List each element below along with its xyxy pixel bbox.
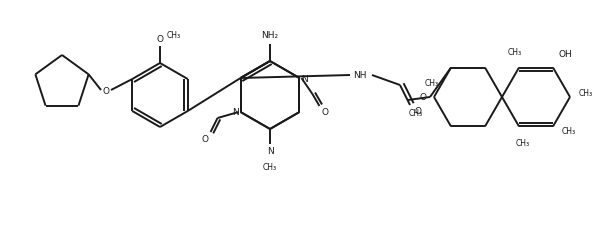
Text: O: O <box>322 108 329 117</box>
Text: CH₃: CH₃ <box>516 138 530 147</box>
Text: CH₃: CH₃ <box>409 109 423 118</box>
Text: O: O <box>201 134 208 143</box>
Text: NH₂: NH₂ <box>261 31 279 40</box>
Text: O: O <box>415 107 422 116</box>
Text: O: O <box>419 93 426 102</box>
Text: OH: OH <box>558 50 572 59</box>
Text: N: N <box>232 108 239 117</box>
Text: CH₃: CH₃ <box>562 126 576 135</box>
Text: CH₃: CH₃ <box>579 89 593 98</box>
Text: N: N <box>301 74 308 83</box>
Text: CH₃: CH₃ <box>263 162 277 171</box>
Text: O: O <box>156 35 164 44</box>
Text: O: O <box>102 86 110 95</box>
Text: CH₃: CH₃ <box>425 79 439 88</box>
Text: N: N <box>267 146 273 155</box>
Text: CH₃: CH₃ <box>508 48 522 57</box>
Text: NH: NH <box>353 71 367 80</box>
Text: CH₃: CH₃ <box>167 31 181 40</box>
